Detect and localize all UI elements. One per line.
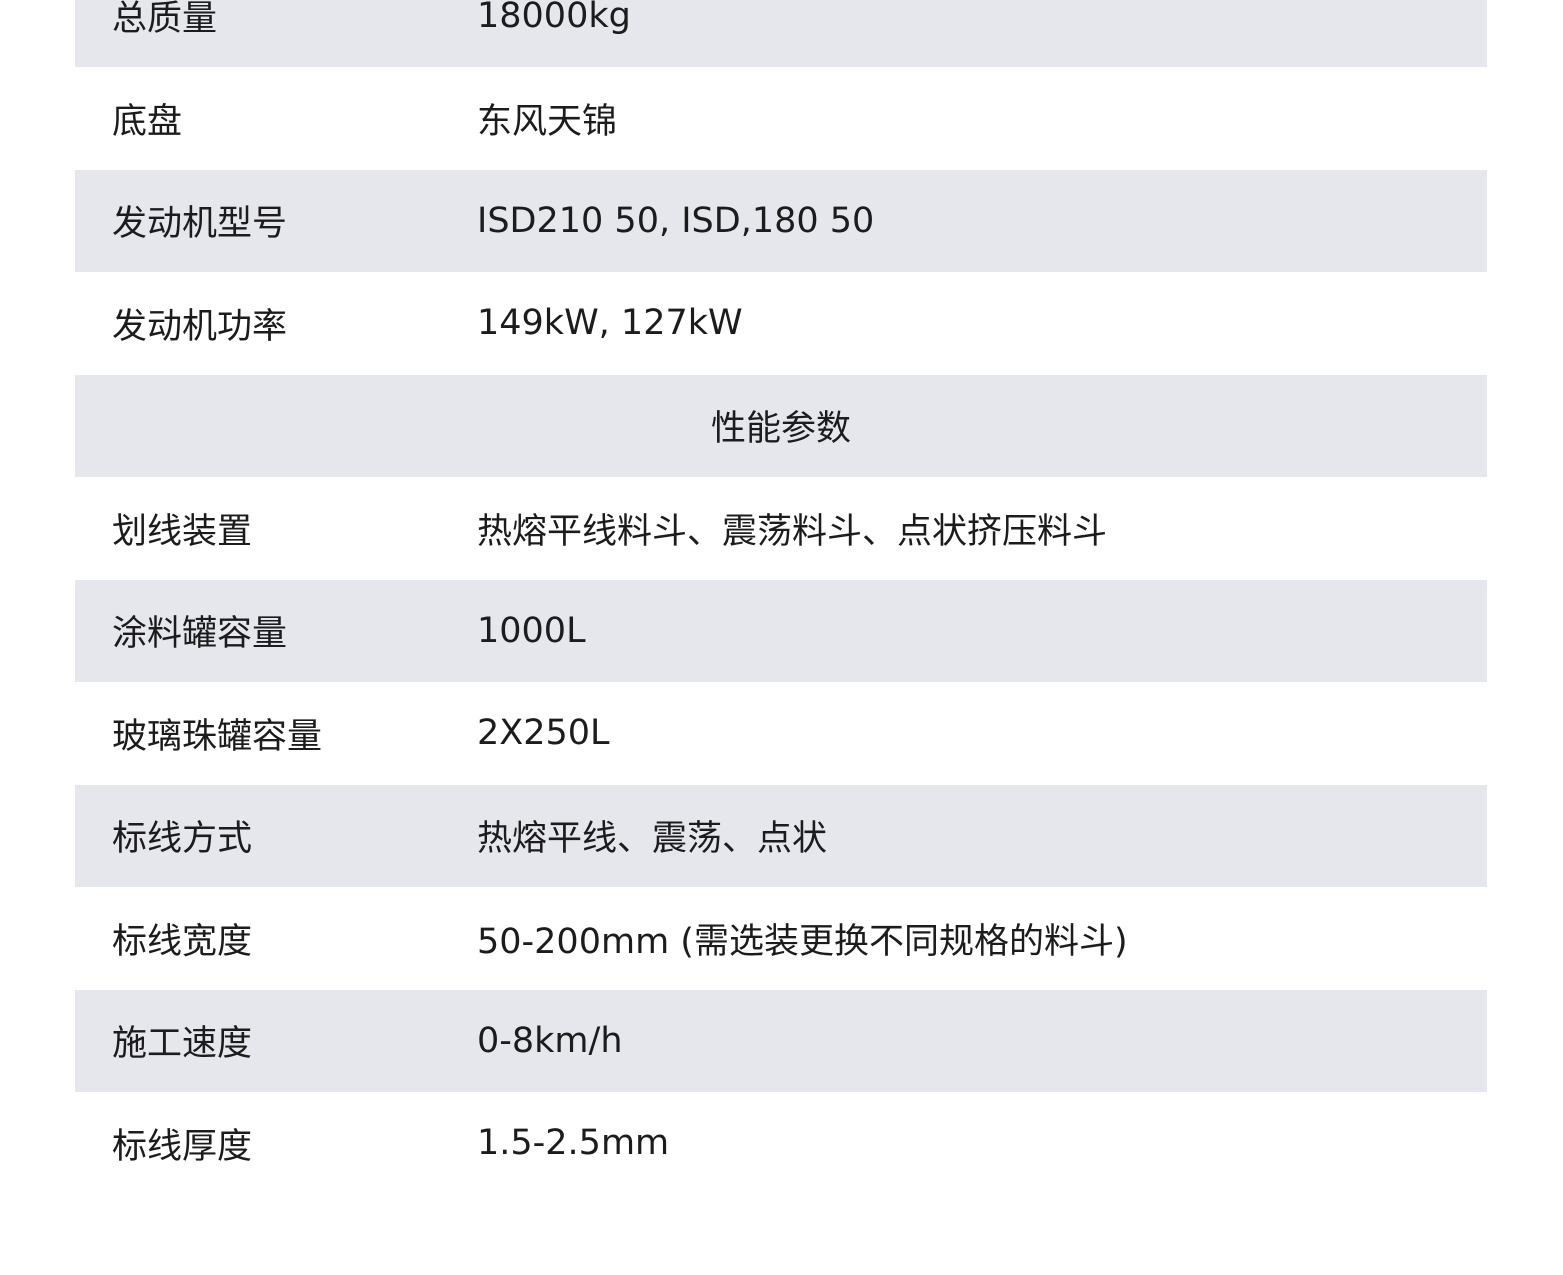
spec-label: 划线装置 (112, 511, 253, 552)
spec-label: 底盘 (112, 101, 183, 142)
spec-value: 1.5-2.5mm (477, 1123, 670, 1164)
spec-value: 1000L (477, 610, 586, 651)
spec-value: 149kW, 127kW (477, 303, 743, 344)
spec-row-speed: 施工速度 0-8km/h (75, 989, 1487, 1092)
spec-label: 施工速度 (112, 1024, 253, 1065)
section-title: 性能参数 (710, 409, 851, 450)
spec-value: ISD210 50, ISD,180 50 (477, 200, 875, 241)
spec-row-chassis: 底盘 东风天锦 (75, 67, 1487, 170)
section-header-performance: 性能参数 (75, 374, 1487, 477)
spec-value: 东风天锦 (477, 101, 618, 142)
spec-label: 标线方式 (112, 819, 253, 860)
spec-label: 发动机功率 (112, 306, 288, 347)
spec-value: 热熔平线料斗、震荡料斗、点状挤压料斗 (477, 511, 1108, 552)
spec-row-engine-power: 发动机功率 149kW, 127kW (75, 272, 1487, 375)
spec-row-thickness: 标线厚度 1.5-2.5mm (75, 1092, 1487, 1195)
spec-label: 发动机型号 (112, 204, 288, 245)
spec-value: 2X250L (477, 713, 610, 754)
spec-label: 标线宽度 (112, 921, 253, 962)
spec-label: 涂料罐容量 (112, 614, 288, 655)
spec-label: 玻璃珠罐容量 (112, 716, 323, 757)
spec-row-engine-model: 发动机型号 ISD210 50, ISD,180 50 (75, 169, 1487, 272)
spec-table: 总质量 18000kg 底盘 东风天锦 发动机型号 ISD210 50, ISD… (75, 0, 1487, 1195)
spec-value: 50-200mm (需选装更换不同规格的料斗) (477, 921, 1128, 962)
spec-row-marking-width: 标线宽度 50-200mm (需选装更换不同规格的料斗) (75, 887, 1487, 990)
spec-row-paint-tank: 涂料罐容量 1000L (75, 579, 1487, 682)
spec-value: 热熔平线、震荡、点状 (477, 819, 828, 860)
spec-value: 0-8km/h (477, 1020, 623, 1061)
spec-row-marking-device: 划线装置 热熔平线料斗、震荡料斗、点状挤压料斗 (75, 477, 1487, 580)
spec-row-bead-tank: 玻璃珠罐容量 2X250L (75, 682, 1487, 785)
spec-label: 标线厚度 (112, 1126, 253, 1167)
spec-row-total-mass: 总质量 18000kg (75, 0, 1487, 67)
spec-value: 18000kg (477, 0, 631, 36)
spec-label: 总质量 (112, 0, 218, 40)
spec-row-marking-method: 标线方式 热熔平线、震荡、点状 (75, 784, 1487, 887)
